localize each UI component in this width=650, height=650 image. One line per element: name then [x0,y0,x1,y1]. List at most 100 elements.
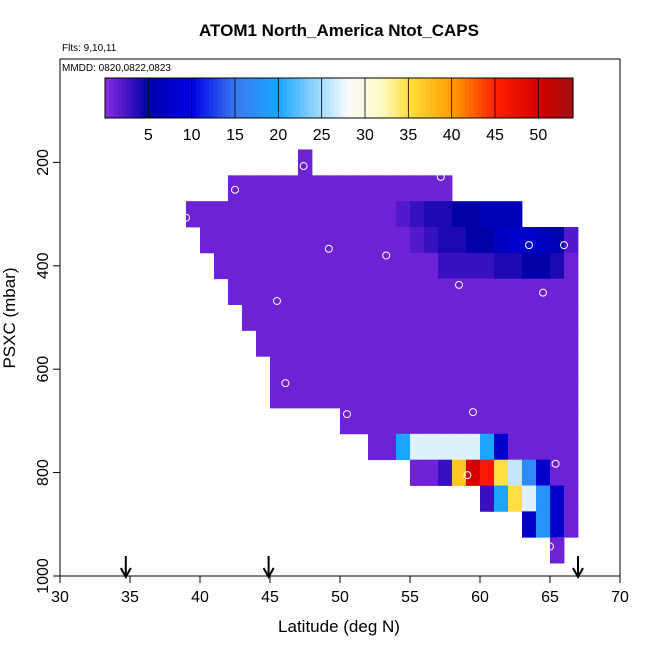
heatmap-cell [466,382,481,409]
heatmap-cell [340,407,355,435]
heatmap-cell [522,227,537,254]
colorbar-segment [365,78,370,118]
sample-point [182,213,190,222]
heatmap-cell [284,227,299,254]
heatmap-cell [438,278,453,305]
heatmap-cell [186,201,201,228]
colorbar-segment [451,78,457,118]
heatmap-cell [410,459,425,486]
heatmap-cell [270,278,285,305]
heatmap-cell [368,433,383,461]
colorbar-segment [157,78,162,118]
colorbar-segment [226,78,232,118]
heatmap-cell [536,304,551,331]
colorbar-segment [534,78,539,118]
heatmap-cell [438,227,453,254]
colorbar-segment [477,78,483,118]
colorbar-segment [399,78,405,118]
heatmap-cell [242,278,257,305]
heatmap-cell [564,433,579,461]
heatmap-cell [340,382,355,409]
heatmap-cell [256,278,271,305]
heatmap-cell [480,304,495,331]
heatmap-cell [438,304,453,331]
heatmap-cell [396,433,411,461]
colorbar-segment [499,78,505,118]
heatmap-cell [550,433,565,461]
colorbar-segment [503,78,509,118]
heatmap-cell [536,485,551,512]
heatmap-cell [550,227,565,254]
colorbar-segment [256,78,262,118]
heatmap-cell [550,407,565,435]
heatmap-cell [312,304,327,331]
colorbar-segment [187,78,193,118]
heatmap-cell [536,407,551,435]
colorbar-segment [447,78,453,118]
y-tick-label: 800 [35,459,52,486]
colorbar-segment [529,78,535,118]
heatmap-cell [396,278,411,305]
heatmap-cell [270,330,285,357]
flight-arrows [119,556,584,580]
colorbar-segment [555,78,561,118]
heatmap-cell [424,407,439,435]
heatmap-cell [382,252,397,280]
heatmap-cell [326,304,341,331]
heatmap-cell [396,252,411,280]
heatmap-cell [410,201,425,228]
colorbar-segment [278,78,284,118]
heatmap-cell [312,382,327,409]
colorbar-segment [191,78,197,118]
colorbar-segment [373,78,379,118]
colorbar-segment [408,78,414,118]
colorbar-segment [391,78,396,118]
colorbar-segment [360,78,366,118]
colorbar-segment [560,78,565,118]
heatmap-cell [438,252,453,280]
colorbar-segment [443,78,448,118]
colorbar-segment [304,78,310,118]
colorbar-segment [369,78,375,118]
heatmap-cell [564,459,579,486]
heatmap-cell [382,304,397,331]
heatmap-cell [550,356,565,383]
heatmap-cell [522,407,537,435]
x-tick-label: 45 [261,589,279,606]
heatmap-cell [438,330,453,357]
colorbar-segment [287,78,292,118]
heatmap-cell [270,227,285,254]
heatmap-cell [396,382,411,409]
heatmap-cell [466,330,481,357]
colorbar-segment [516,78,522,118]
colorbar-segment [490,78,496,118]
heatmap-cell [354,278,369,305]
heatmap-cell [424,252,439,280]
heatmap-cell [382,175,397,202]
heatmap-cell [368,382,383,409]
heatmap-cell [340,227,355,254]
heatmap-cell [564,330,579,357]
flight-arrow [262,556,275,580]
colorbar-segment [464,78,470,118]
colorbar-segment [139,78,145,118]
heatmap-cell [424,175,439,202]
heatmap-cell [424,459,439,486]
heatmap-cell [508,382,523,409]
heatmap-cell [508,201,523,228]
colorbar-segment [547,78,552,118]
colorbar-segment [317,78,323,118]
flight-arrow [119,556,132,580]
sample-point [281,379,290,388]
heatmap-cell [326,330,341,357]
colorbar-segment [425,78,431,118]
colorbar-segment [178,78,184,118]
heatmap-cell [536,278,551,305]
heatmap-cell [382,433,397,461]
mmdd-label: MMDD: 0820,0822,0823 [62,63,171,74]
heatmap-cell [354,407,369,435]
heatmap-cell [550,278,565,305]
heatmap-cell [256,227,271,254]
heatmap-cell [410,227,425,254]
